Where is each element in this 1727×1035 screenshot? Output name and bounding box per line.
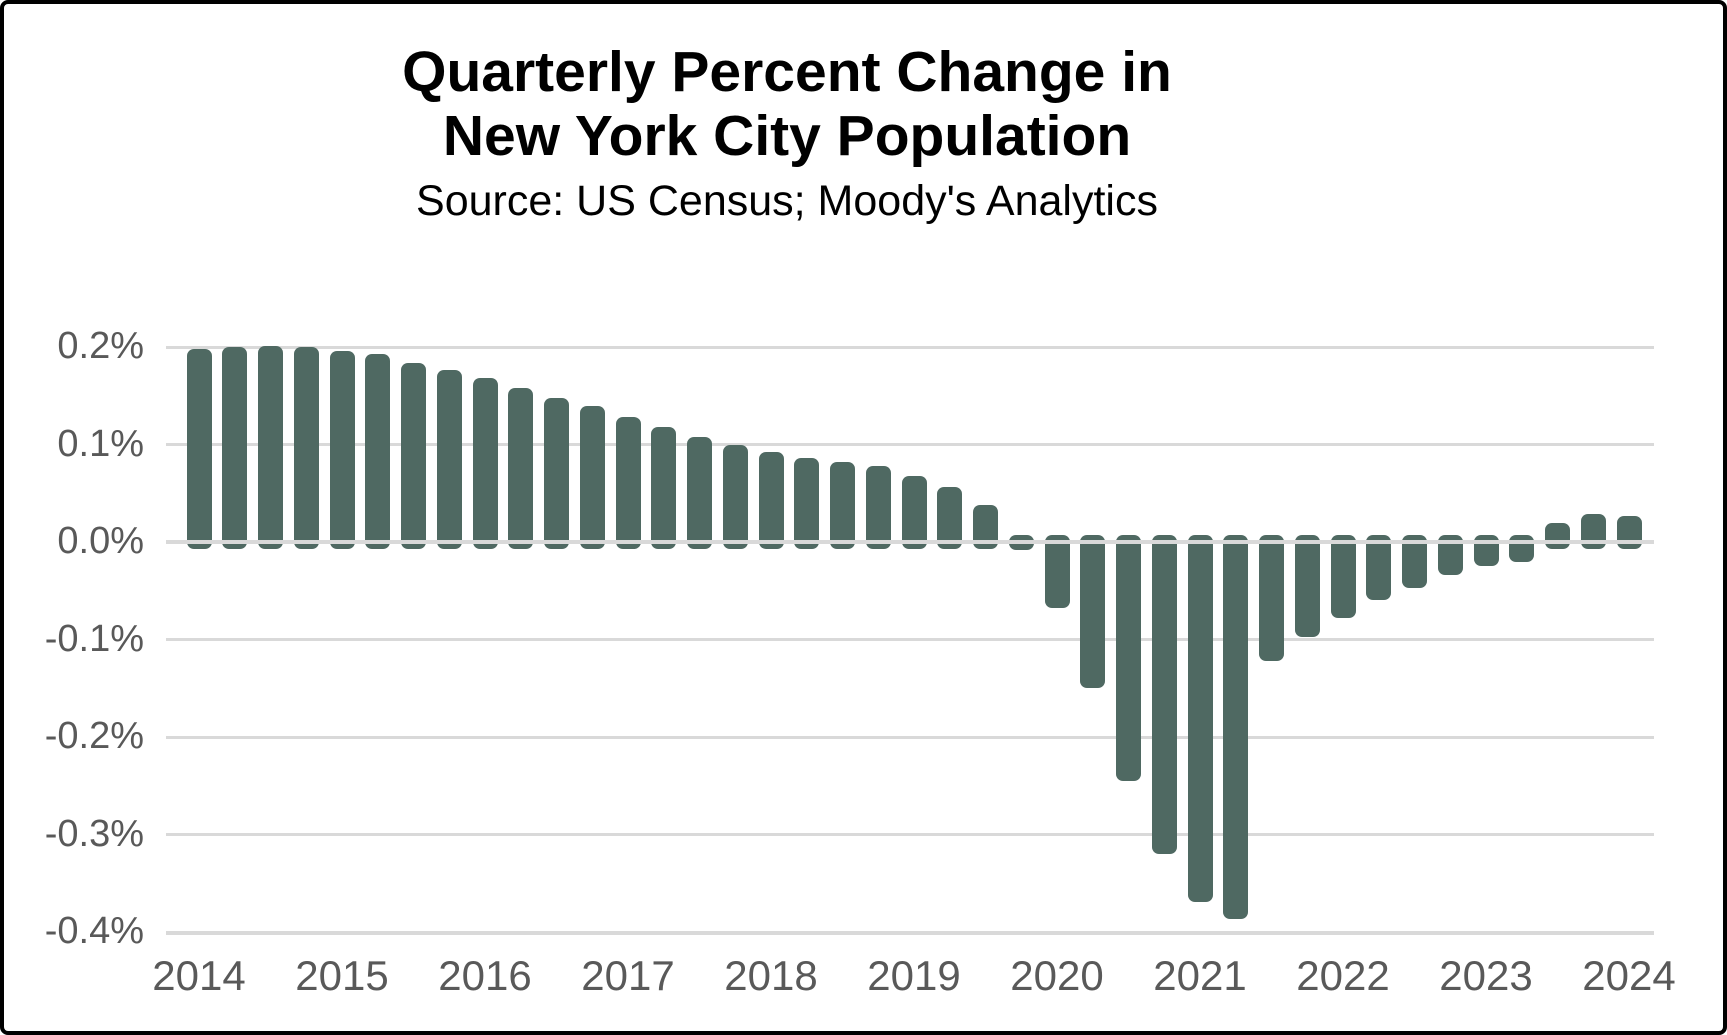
y-axis-tick-label: -0.1% [44,617,144,660]
bar-2018-Q4 [865,465,891,549]
bar-2020-Q3 [1116,535,1141,781]
x-axis-year-label-2015: 2015 [295,952,389,999]
chart-title-line1: Quarterly Percent Change in [402,40,1172,104]
gridline--0.1% [166,638,1654,641]
bar-2018-Q3 [830,462,855,549]
bar-2014-Q2 [222,347,248,549]
bar-2019-Q1 [901,475,927,549]
bar-2014-Q4 [293,347,319,549]
bar-2017-Q1 [615,417,641,549]
bar-2022-Q1 [1330,535,1356,619]
title-block: Quarterly Percent Change in New York Cit… [4,40,1570,226]
bar-2017-Q4 [722,445,748,549]
y-axis-tick-label: 0.0% [57,520,144,562]
y-axis-tick-label: 0.1% [57,422,144,465]
bar-2015-Q2 [365,353,391,549]
bar-2016-Q4 [579,406,605,549]
x-axis-year-label-2019: 2019 [867,952,961,999]
bar-2020-Q1 [1044,535,1070,609]
bar-2015-Q1 [329,350,355,549]
bar-2018-Q2 [794,458,820,549]
bar-2014-Q3 [258,346,283,549]
y-axis-tick-label: -0.2% [44,715,144,757]
bar-2018-Q1 [758,452,784,549]
bar-2015-Q4 [436,370,462,549]
bar-2021-Q1 [1187,535,1213,902]
bar-2021-Q2 [1223,535,1249,920]
x-axis-year-label-2023: 2023 [1439,952,1533,999]
bar-2023-Q3 [1545,522,1570,549]
gridline--0.3% [166,833,1654,836]
bar-2017-Q3 [687,436,712,549]
x-axis-year-label-2021: 2021 [1153,952,1247,999]
gridline-0.1% [166,443,1654,446]
bar-2016-Q1 [472,378,498,549]
x-axis-year-label-2016: 2016 [438,952,532,999]
bar-2020-Q4 [1151,535,1177,854]
bar-2021-Q3 [1259,535,1284,661]
zero-axis-line [166,540,1654,544]
chart-source-subtitle: Source: US Census; Moody's Analytics [416,177,1158,225]
bar-2016-Q3 [544,397,569,549]
bar-2021-Q4 [1294,535,1320,637]
gridline--0.2% [166,735,1654,739]
y-axis-tick-label: 0.2% [57,325,144,367]
x-axis-year-label-2020: 2020 [1010,952,1104,999]
chart-title-line2: New York City Population [442,104,1132,168]
bar-2015-Q3 [401,362,426,549]
bar-2014-Q1 [186,348,212,549]
y-axis-tick-label: -0.4% [44,910,144,952]
bar-2019-Q2 [937,487,963,549]
plot-area: 0.2% 0.1% 0.0% -0.1% -0.2% -0.3% -0.4% 2014 2015… [4,4,1723,1031]
x-axis-year-label-2024: 2024 [1582,952,1676,999]
x-axis-year-label-2022: 2022 [1296,952,1390,999]
y-axis-tick-label: -0.3% [44,812,144,855]
x-axis-year-label-2014: 2014 [152,952,246,999]
gridline--0.4% [166,930,1654,935]
bar-2017-Q2 [651,426,677,549]
bar-2020-Q2 [1080,535,1106,689]
bar-2022-Q2 [1366,535,1392,600]
bar-2023-Q2 [1509,535,1535,563]
x-axis-year-label-2017: 2017 [581,952,675,999]
bar-2016-Q2 [508,387,534,549]
gridline-0.2% [166,345,1654,349]
x-axis-year-label-2018: 2018 [724,952,818,999]
